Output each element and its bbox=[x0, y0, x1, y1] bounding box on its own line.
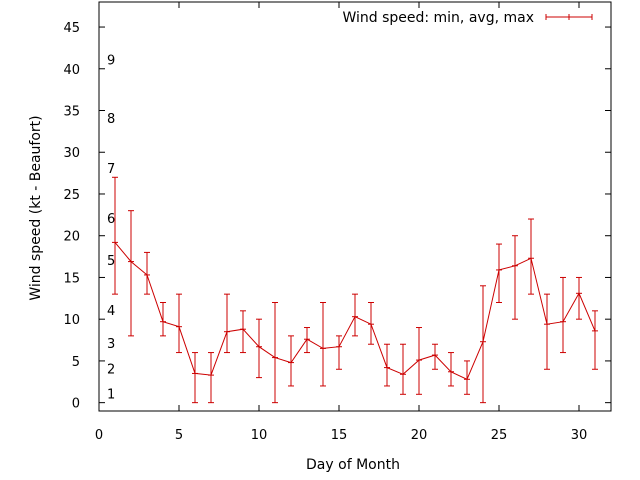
series-line bbox=[112, 241, 598, 380]
y-tick-label: 45 bbox=[63, 21, 80, 36]
beaufort-label: 2 bbox=[107, 362, 115, 377]
x-axis-title: Day of Month bbox=[306, 457, 400, 473]
beaufort-label: 7 bbox=[107, 162, 115, 177]
beaufort-scale-labels: 1 2 3 4 5 6 7 8 9 bbox=[107, 53, 115, 402]
plot-frame bbox=[98, 1, 612, 412]
x-tick-label: 10 bbox=[251, 428, 268, 443]
beaufort-label: 8 bbox=[107, 112, 115, 127]
x-tick-label: 0 bbox=[95, 428, 103, 443]
x-tick-label: 5 bbox=[175, 428, 183, 443]
beaufort-label: 1 bbox=[107, 387, 115, 402]
y-axis-title: Wind speed (kt - Beaufort) bbox=[28, 115, 44, 300]
y-tick-label: 0 bbox=[72, 397, 80, 412]
error-bars bbox=[112, 176, 598, 404]
y-tick-label: 40 bbox=[63, 63, 80, 78]
beaufort-label: 5 bbox=[107, 254, 115, 269]
y-tick-label: 35 bbox=[63, 105, 80, 120]
beaufort-label: 6 bbox=[107, 212, 115, 227]
y-tick-label: 30 bbox=[63, 146, 80, 161]
beaufort-label: 4 bbox=[107, 304, 115, 319]
x-tick-label: 20 bbox=[411, 428, 428, 443]
y-tick-label: 10 bbox=[63, 313, 80, 328]
x-tick-label: 30 bbox=[571, 428, 588, 443]
y-tick-label: 25 bbox=[63, 188, 80, 203]
y-tick-label: 15 bbox=[63, 271, 80, 286]
y-tick-label: 20 bbox=[63, 230, 80, 245]
y-tick-label: 5 bbox=[72, 355, 80, 370]
beaufort-label: 9 bbox=[107, 53, 115, 68]
x-tick-label: 25 bbox=[491, 428, 508, 443]
x-tick-label: 15 bbox=[331, 428, 348, 443]
legend: Wind speed: min, avg, max bbox=[342, 10, 593, 26]
legend-label: Wind speed: min, avg, max bbox=[342, 10, 534, 26]
beaufort-label: 3 bbox=[107, 337, 115, 352]
